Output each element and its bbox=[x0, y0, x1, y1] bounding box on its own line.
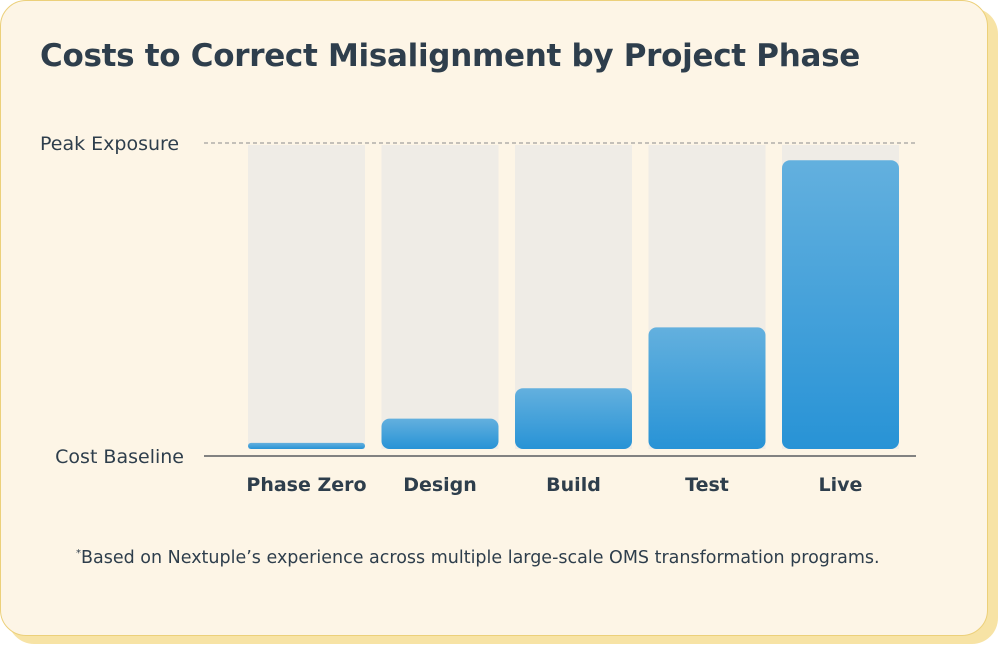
footnote: *Based on Nextuple’s experience across m… bbox=[76, 548, 880, 568]
x-tick-label-test: Test bbox=[685, 474, 729, 496]
bar-track-phase-zero bbox=[248, 145, 365, 449]
bar-design bbox=[381, 418, 499, 449]
x-tick-label-design: Design bbox=[403, 474, 477, 496]
bar-test bbox=[648, 327, 766, 449]
x-tick-label-build: Build bbox=[546, 474, 601, 496]
footnote-text: Based on Nextuple’s experience across mu… bbox=[81, 548, 880, 568]
footnote-marker: * bbox=[76, 548, 81, 559]
bar-live bbox=[782, 160, 899, 449]
peak-exposure-label: Peak Exposure bbox=[40, 133, 179, 155]
cost-baseline-label: Cost Baseline bbox=[55, 446, 184, 468]
bar-track-design bbox=[381, 145, 499, 449]
x-tick-label-phase-zero: Phase Zero bbox=[246, 474, 366, 496]
chart-title: Costs to Correct Misalignment by Project… bbox=[40, 38, 860, 74]
x-tick-label-live: Live bbox=[819, 474, 863, 496]
bar-phase-zero bbox=[248, 442, 365, 449]
bar-build bbox=[515, 388, 632, 449]
